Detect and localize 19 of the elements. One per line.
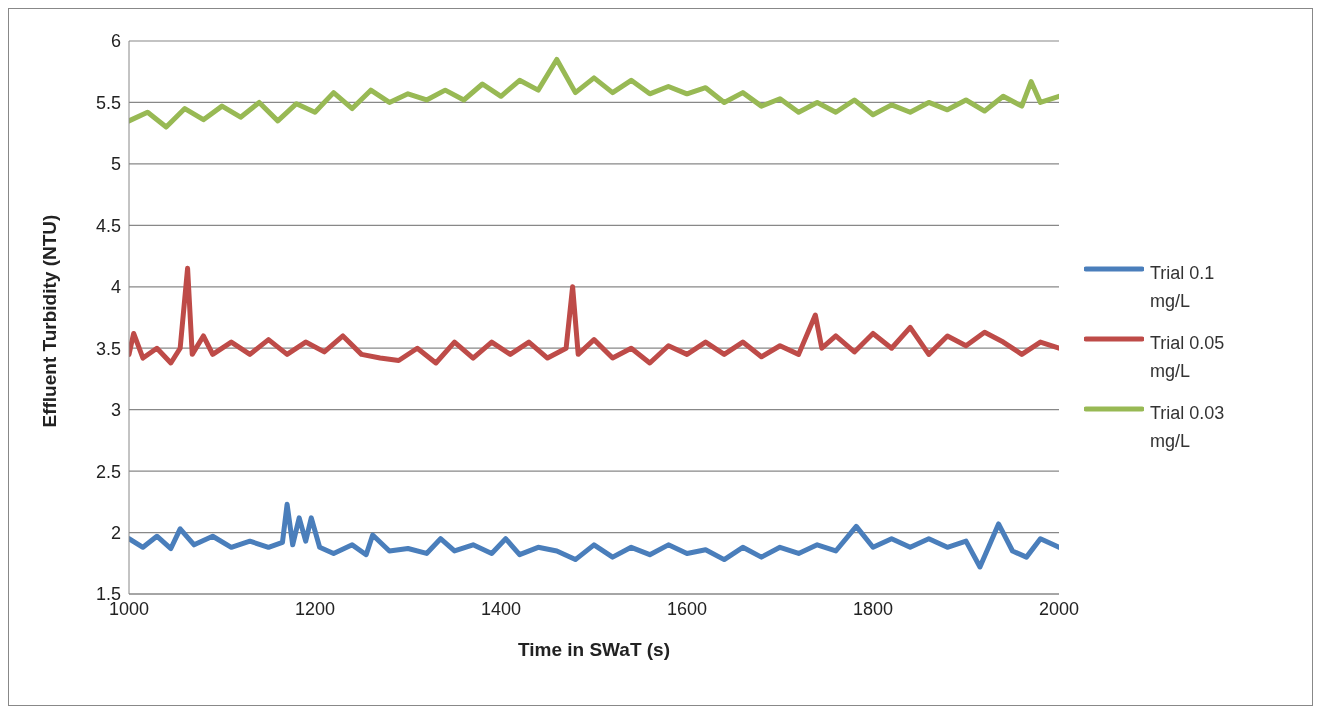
y-tick-label: 3 [110, 400, 121, 421]
legend-label: Trial 0.05 mg/L [1150, 331, 1226, 383]
x-tick-label: 1600 [666, 598, 708, 619]
y-tick-label: 5.5 [95, 92, 121, 113]
y-axis-title: Effluent Turbidity (NTU) [38, 214, 60, 428]
x-tick-label: 1800 [852, 598, 894, 619]
y-tick-label: 5 [110, 154, 121, 175]
y-tick-label: 4 [110, 277, 121, 298]
x-axis-title: Time in SWaT (s) [517, 639, 671, 660]
x-tick-label: 1200 [294, 598, 336, 619]
y-tick-label: 6 [110, 31, 121, 52]
x-tick-label: 1400 [480, 598, 522, 619]
legend-label: Trial 0.1 mg/L [1150, 261, 1216, 313]
legend-label: Trial 0.03 mg/L [1150, 401, 1226, 453]
y-tick-label: 3.5 [95, 338, 121, 359]
y-tick-label: 2 [110, 522, 121, 543]
y-tick-label: 2.5 [95, 461, 121, 482]
y-tick-label: 4.5 [95, 215, 121, 236]
x-tick-label: 2000 [1038, 598, 1080, 619]
